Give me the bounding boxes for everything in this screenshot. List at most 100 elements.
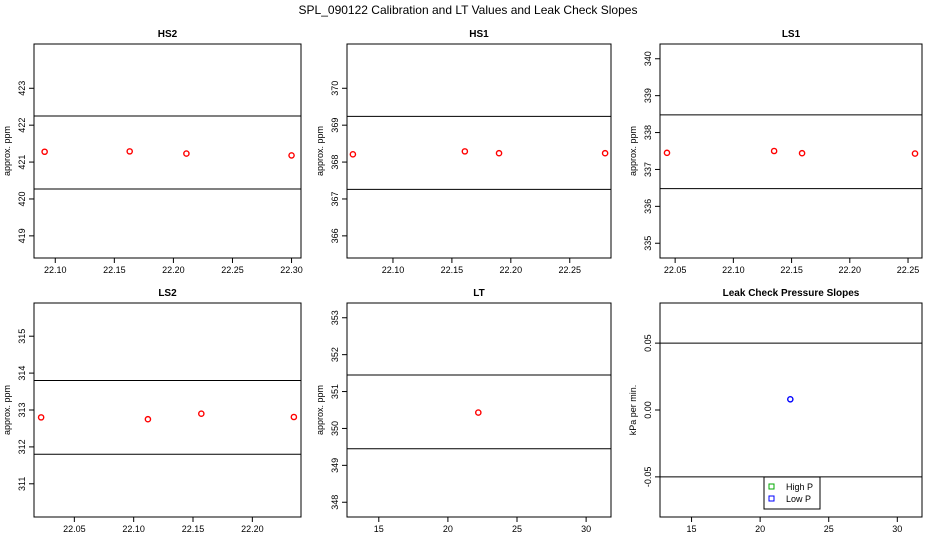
panel-title: LS1 — [782, 29, 801, 40]
y-tick-label: 340 — [643, 51, 653, 66]
y-tick-label: 367 — [330, 191, 340, 206]
data-point — [290, 413, 298, 421]
x-tick-label: 22.05 — [63, 524, 86, 534]
y-tick-label: 350 — [330, 421, 340, 436]
data-point — [41, 148, 48, 156]
data-point — [288, 152, 295, 159]
x-tick-label: 20 — [443, 524, 453, 534]
legend-label: High P — [786, 482, 813, 492]
y-axis-label: approx. ppm — [315, 385, 325, 435]
data-point — [770, 147, 778, 155]
panel-hs1: HS1 approx. ppm 22.10 22.15 22.20 22.25 366 367… — [315, 29, 612, 275]
y-tick-label: 337 — [643, 162, 653, 177]
x-tick-label: 22.20 — [162, 265, 185, 275]
y-tick-label: 351 — [330, 384, 340, 399]
y-tick-label: 419 — [17, 228, 27, 243]
x-tick-label: 22.25 — [558, 265, 581, 275]
plot-frame — [33, 43, 302, 259]
x-tick-label: 25 — [512, 524, 522, 534]
panel-leak-check-pressure-slopes: Leak Check Pressure Slopes kPa per min. 15… — [628, 288, 923, 534]
panel-ls1: LS1 approx. ppm 22.05 22.10 22.15 22.20 22.25 3… — [628, 29, 923, 275]
data-point — [349, 151, 357, 158]
x-tick-label: 22.15 — [780, 265, 803, 275]
panel-title: LS2 — [158, 288, 177, 299]
x-tick-label: 15 — [687, 524, 697, 534]
x-tick-label: 22.20 — [500, 265, 523, 275]
y-tick-label: 352 — [330, 347, 340, 362]
x-tick-label: 22.20 — [241, 524, 264, 534]
data-point — [798, 149, 806, 157]
y-axis-label: approx. ppm — [2, 385, 12, 435]
y-tick-label: 348 — [330, 495, 340, 510]
legend: High P Low P — [763, 476, 821, 510]
x-tick-label: 22.05 — [664, 265, 687, 275]
data-point — [183, 150, 190, 157]
y-tick-label: 335 — [643, 236, 653, 251]
x-tick-label: 22.10 — [44, 265, 67, 275]
y-tick-label: -0.05 — [643, 467, 653, 488]
data-point — [663, 149, 671, 157]
x-tick-label: 22.10 — [382, 265, 405, 275]
x-tick-label: 20 — [755, 524, 765, 534]
y-tick-label: 338 — [643, 125, 653, 140]
panel-hs2: HS2 approx. ppm 22.10 22.15 22.20 22.25 22.30 4… — [2, 29, 303, 275]
x-tick-label: 25 — [824, 524, 834, 534]
x-tick-label: 22.30 — [280, 265, 303, 275]
legend-box — [763, 476, 821, 510]
panel-title: Leak Check Pressure Slopes — [723, 288, 860, 299]
x-tick-label: 22.25 — [897, 265, 920, 275]
data-point — [126, 148, 133, 155]
plot-frame — [33, 302, 302, 518]
y-tick-label: 339 — [643, 88, 653, 103]
x-tick-label: 30 — [581, 524, 591, 534]
x-tick-label: 22.20 — [839, 265, 862, 275]
y-tick-label: 315 — [17, 329, 27, 344]
y-tick-label: 369 — [330, 118, 340, 133]
y-tick-label: 312 — [17, 439, 27, 454]
y-axis-label: approx. ppm — [315, 126, 325, 176]
plot-frame — [346, 43, 612, 259]
panel-ls2: LS2 approx. ppm 22.05 22.10 22.15 22.20 311 312… — [2, 288, 302, 534]
data-point — [495, 149, 503, 157]
y-tick-label: 368 — [330, 155, 340, 170]
data-point — [461, 148, 469, 155]
data-point — [144, 415, 152, 423]
plot-frame — [659, 43, 923, 259]
data-point — [198, 410, 205, 417]
data-point — [37, 414, 45, 421]
y-tick-label: 353 — [330, 310, 340, 325]
x-tick-label: 22.15 — [182, 524, 205, 534]
y-tick-label: 311 — [17, 477, 27, 491]
panel-title: HS2 — [158, 29, 178, 40]
y-tick-label: 314 — [17, 366, 27, 381]
y-axis-label: approx. ppm — [628, 126, 638, 176]
x-tick-label: 22.10 — [122, 524, 145, 534]
y-tick-label: 370 — [330, 81, 340, 96]
data-point — [911, 150, 919, 157]
x-tick-label: 30 — [892, 524, 902, 534]
y-axis-label: kPa per min. — [628, 385, 638, 436]
panel-lt: LT approx. ppm 15 20 25 30 348 349 350 351 352 353 — [315, 288, 612, 534]
y-tick-label: 0.00 — [643, 401, 653, 419]
data-point — [475, 409, 482, 416]
y-tick-label: 313 — [17, 402, 27, 417]
data-point — [787, 395, 794, 403]
x-tick-label: 15 — [374, 524, 384, 534]
y-tick-label: 422 — [17, 118, 27, 133]
y-tick-label: 423 — [17, 81, 27, 96]
data-point — [601, 149, 609, 157]
x-tick-label: 22.25 — [221, 265, 244, 275]
panel-title: LT — [473, 288, 484, 299]
legend-label: Low P — [786, 494, 811, 504]
x-tick-label: 22.15 — [441, 265, 464, 275]
y-tick-label: 349 — [330, 458, 340, 473]
panel-title: HS1 — [469, 29, 489, 40]
y-tick-label: 421 — [17, 155, 27, 170]
plot-frame — [346, 302, 612, 518]
y-tick-label: 366 — [330, 228, 340, 243]
y-axis-label: approx. ppm — [2, 126, 12, 176]
y-tick-label: 336 — [643, 199, 653, 214]
x-tick-label: 22.15 — [103, 265, 126, 275]
